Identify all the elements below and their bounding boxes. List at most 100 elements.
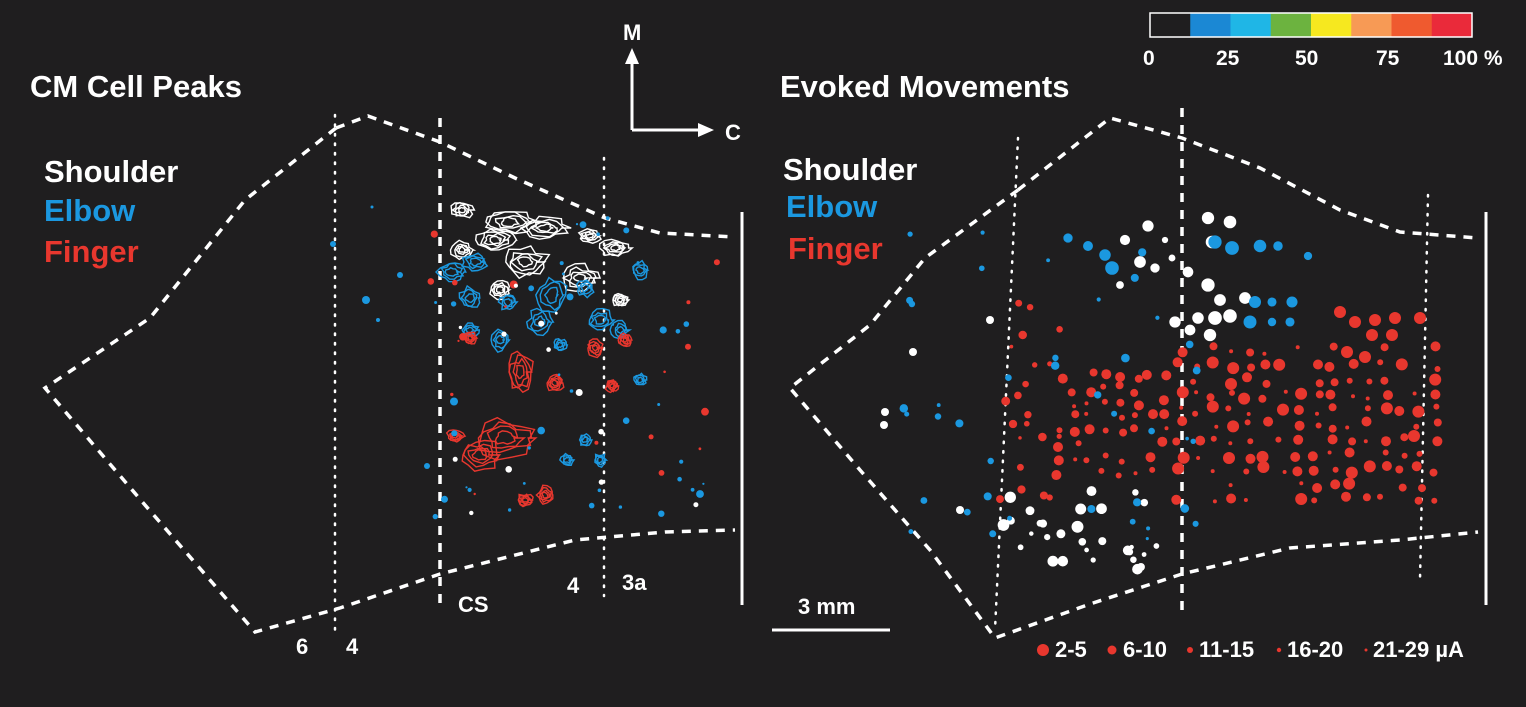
- stimulation-site: [1031, 362, 1038, 368]
- stimulation-site: [1225, 241, 1239, 255]
- stimulation-site: [1171, 494, 1182, 505]
- peak-contour: [578, 281, 593, 295]
- stimulation-site: [1362, 493, 1371, 502]
- peak-dot: [579, 221, 587, 229]
- right-legend-elbow: Elbow: [786, 189, 878, 224]
- stimulation-site: [1433, 418, 1442, 427]
- peak-contour: [495, 286, 505, 294]
- stimulation-site: [1208, 235, 1222, 249]
- stimulation-site: [1089, 368, 1098, 377]
- stimulation-site: [1039, 491, 1048, 500]
- stimulation-site: [1057, 555, 1069, 567]
- stimulation-site: [1366, 329, 1378, 341]
- stimulation-site: [1229, 389, 1235, 396]
- stimulation-site: [1056, 529, 1066, 539]
- stimulation-site: [1258, 394, 1267, 403]
- stimulation-site: [1164, 426, 1169, 431]
- stimulation-site: [1253, 239, 1267, 253]
- peak-contour: [469, 257, 483, 267]
- stimulation-site: [1201, 211, 1215, 225]
- stimulation-site: [907, 231, 913, 237]
- stimulation-site: [1412, 405, 1425, 418]
- peak-contour: [464, 293, 477, 304]
- size-legend-label-2-5: 2-5: [1055, 637, 1087, 662]
- peak-contour: [503, 297, 514, 307]
- colorbar-swatch: [1391, 13, 1433, 37]
- peak-contour: [589, 311, 610, 328]
- peak-dot: [698, 447, 702, 451]
- stimulation-site: [1172, 357, 1183, 368]
- stimulation-site: [1119, 428, 1128, 437]
- stimulation-site: [1295, 345, 1300, 350]
- peak-contour: [535, 276, 568, 313]
- stimulation-site: [1130, 388, 1139, 397]
- peak-contour: [484, 211, 543, 235]
- stimulation-site: [1203, 328, 1217, 342]
- stimulation-site: [1057, 373, 1068, 384]
- peak-dot: [611, 323, 615, 326]
- stimulation-site: [1116, 281, 1124, 289]
- stimulation-site: [1067, 388, 1076, 397]
- stimulation-site: [1418, 484, 1426, 493]
- stimulation-site: [1380, 376, 1389, 385]
- peak-contour: [461, 252, 489, 272]
- peak-contour: [580, 283, 590, 294]
- stimulation-site: [989, 530, 997, 538]
- peak-contour: [467, 447, 494, 465]
- stimulation-site: [1047, 555, 1059, 567]
- peak-dot: [690, 487, 695, 492]
- right-legend-shoulder: Shoulder: [783, 152, 917, 187]
- stimulation-site: [1307, 451, 1318, 462]
- peak-contour: [620, 334, 630, 345]
- peak-dot: [623, 227, 630, 234]
- stimulation-site: [1229, 349, 1234, 354]
- peak-dot: [522, 482, 526, 485]
- stimulation-site: [1084, 547, 1089, 553]
- stimulation-site: [1185, 340, 1194, 349]
- peak-contour: [450, 202, 476, 219]
- stimulation-site: [1126, 548, 1134, 556]
- peak-contour: [508, 354, 533, 389]
- orientation-caudal-label: C: [725, 120, 741, 145]
- stimulation-site: [1051, 473, 1059, 480]
- peak-dot: [451, 430, 458, 437]
- colorbar-swatch: [1351, 13, 1392, 37]
- stimulation-site: [1295, 493, 1308, 505]
- label-area-3a: 3a: [622, 570, 647, 595]
- stimulation-site: [1023, 420, 1030, 427]
- stimulation-site: [1008, 419, 1018, 429]
- stimulation-site: [1416, 450, 1423, 457]
- peak-contour: [477, 421, 533, 454]
- colorbar-swatch: [1270, 13, 1312, 37]
- stimulation-site: [1315, 379, 1324, 388]
- peak-dot: [473, 492, 476, 496]
- stimulation-site: [1401, 452, 1408, 459]
- peak-dot: [452, 279, 458, 286]
- stimulation-site: [1349, 316, 1361, 328]
- stimulation-site: [1084, 401, 1089, 406]
- stimulation-site: [1063, 233, 1073, 243]
- stimulation-site: [1017, 485, 1026, 494]
- peak-dot: [675, 329, 681, 334]
- left-cortex-outline: [335, 114, 736, 239]
- stimulation-site: [920, 497, 928, 504]
- peak-contour: [455, 244, 471, 256]
- stimulation-site: [1377, 359, 1384, 366]
- stimulation-site: [1075, 503, 1087, 515]
- peak-dot: [546, 347, 551, 352]
- peak-contour: [546, 373, 565, 392]
- peak-dot: [569, 389, 574, 393]
- right-cortex-outline: [1016, 116, 1479, 240]
- peak-contour: [535, 484, 554, 506]
- peak-contour: [636, 376, 644, 384]
- peak-contour: [539, 489, 551, 501]
- label-cs: CS: [458, 592, 489, 617]
- stimulation-site: [899, 404, 909, 413]
- stimulation-site: [1256, 450, 1269, 463]
- stimulation-site: [1029, 531, 1034, 536]
- stimulation-site: [1102, 452, 1109, 459]
- scale-bar-label: 3 mm: [798, 594, 855, 619]
- stimulation-site: [1432, 436, 1443, 447]
- stimulation-site: [1133, 400, 1144, 411]
- stimulation-site: [1115, 381, 1124, 390]
